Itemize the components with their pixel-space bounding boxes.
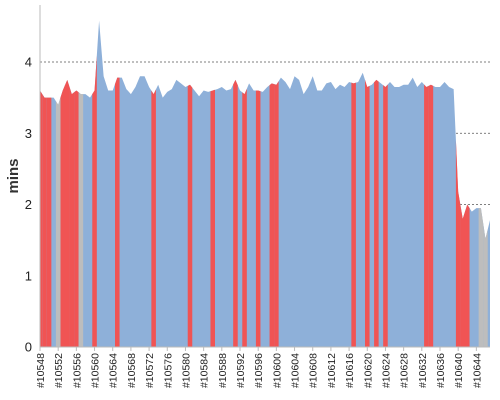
x-tick-label: #10556: [71, 353, 83, 388]
failed-build-segment: [465, 204, 470, 347]
duration-area-fill: [40, 20, 490, 348]
x-tick-label: #10608: [308, 353, 320, 388]
failed-build-segment: [269, 83, 275, 347]
failed-build-segment: [40, 90, 43, 347]
aborted-build-segment: [483, 223, 488, 347]
x-tick-label: #10572: [144, 353, 156, 388]
duration-area: [40, 20, 490, 348]
failed-build-segment: [428, 84, 434, 348]
x-tick-label: #10560: [90, 353, 102, 388]
x-tick-label: #10620: [362, 353, 374, 388]
failed-build-segment: [46, 97, 52, 347]
x-tick-label: #10640: [453, 353, 465, 388]
x-tick-label: #10604: [290, 353, 302, 388]
failed-build-segment: [115, 77, 120, 348]
failed-build-segment: [424, 84, 429, 347]
aborted-build-segment: [55, 97, 61, 347]
x-tick-label: #10624: [380, 353, 392, 388]
failed-build-segment: [92, 55, 97, 348]
x-tick-label: #10584: [199, 353, 211, 388]
failed-build-segment: [42, 94, 47, 347]
x-tick-label: #10612: [326, 353, 338, 388]
y-tick-labels: 0 1 2 3 4: [25, 55, 32, 355]
x-tick-label: #10600: [271, 353, 283, 388]
x-tick-label: #10628: [399, 353, 411, 388]
y-axis-title: mins: [5, 158, 22, 193]
x-tick-label: #10588: [217, 353, 229, 388]
y-tick-label: 1: [25, 268, 32, 283]
y-tick-label: 0: [25, 340, 32, 355]
y-tick-label: 3: [25, 126, 32, 141]
aborted-build-segment: [478, 208, 484, 347]
x-tick-label: #10632: [417, 353, 429, 388]
failed-build-segment: [65, 79, 70, 347]
failed-build-segment: [233, 79, 238, 347]
failed-build-segment: [151, 89, 156, 348]
failed-build-segment: [460, 205, 465, 347]
failed-build-segment: [255, 90, 261, 347]
x-tick-label: #10568: [126, 353, 138, 388]
aborted-build-segment: [78, 92, 84, 347]
x-tick-label: #10644: [471, 353, 483, 388]
x-tick-labels: #10548 #10552 #10556 #10560 #10564 #10568 #105…: [35, 347, 483, 388]
failed-build-segment: [351, 82, 356, 347]
x-tick-label: #10548: [35, 353, 47, 388]
failed-build-segment: [69, 86, 75, 347]
x-tick-label: #10636: [435, 353, 447, 388]
x-tick-label: #10592: [235, 353, 247, 388]
x-tick-label: #10596: [253, 353, 265, 388]
failed-build-segment: [60, 85, 65, 347]
x-tick-label: #10580: [180, 353, 192, 388]
y-tick-label: 4: [25, 55, 32, 70]
x-tick-label: #10552: [53, 353, 65, 388]
y-tick-label: 2: [25, 197, 32, 212]
failed-build-segment: [455, 140, 461, 347]
failed-build-segment: [383, 84, 388, 347]
failed-build-segment: [242, 88, 247, 347]
failed-build-segment: [365, 79, 370, 347]
x-tick-label: #10616: [344, 353, 356, 388]
failed-build-segment: [210, 89, 215, 347]
axes: [39, 5, 490, 348]
failed-build-segment: [187, 84, 193, 348]
x-tick-label: #10564: [108, 353, 120, 388]
x-tick-label: #10576: [162, 353, 174, 388]
failed-build-segment: [274, 81, 279, 348]
failed-build-segment: [374, 79, 379, 347]
failed-build-segment: [74, 90, 79, 347]
